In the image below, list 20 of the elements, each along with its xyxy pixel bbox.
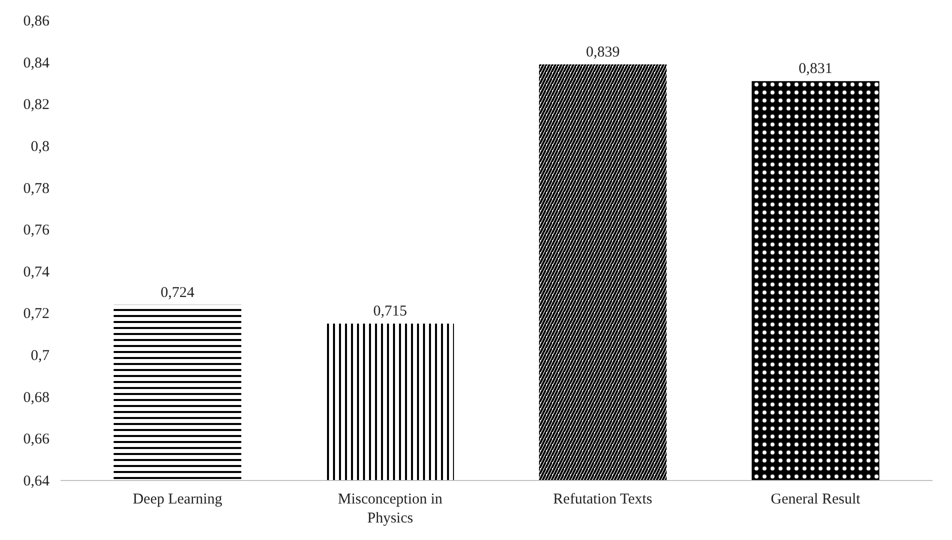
y-tick-label: 0,82 — [23, 97, 50, 114]
y-tick-label: 0,76 — [23, 222, 50, 239]
y-tick-label: 0,8 — [30, 138, 50, 155]
y-tick-label: 0,72 — [23, 306, 50, 322]
data-label: 0,831 — [798, 61, 832, 78]
y-tick-label: 0,86 — [23, 14, 50, 30]
x-tick-label: Deep Learning — [132, 492, 223, 508]
y-tick-label: 0,66 — [23, 432, 50, 448]
y-tick-label: 0,84 — [23, 55, 50, 72]
y-tick-label: 0,64 — [23, 474, 50, 490]
y-tick-label: 0,68 — [23, 390, 50, 406]
data-label: 0,839 — [586, 44, 620, 60]
y-tick-label: 0,78 — [23, 180, 50, 197]
x-tick-label: Refutation Texts — [553, 492, 652, 508]
y-tick-label: 0,7 — [30, 348, 50, 364]
x-tick-label: General Result — [770, 492, 862, 508]
data-label: 0,715 — [373, 304, 408, 320]
y-tick-label: 0,74 — [23, 264, 50, 280]
data-label: 0,724 — [160, 284, 195, 301]
x-tick-label: Misconception in Physics — [338, 492, 443, 527]
